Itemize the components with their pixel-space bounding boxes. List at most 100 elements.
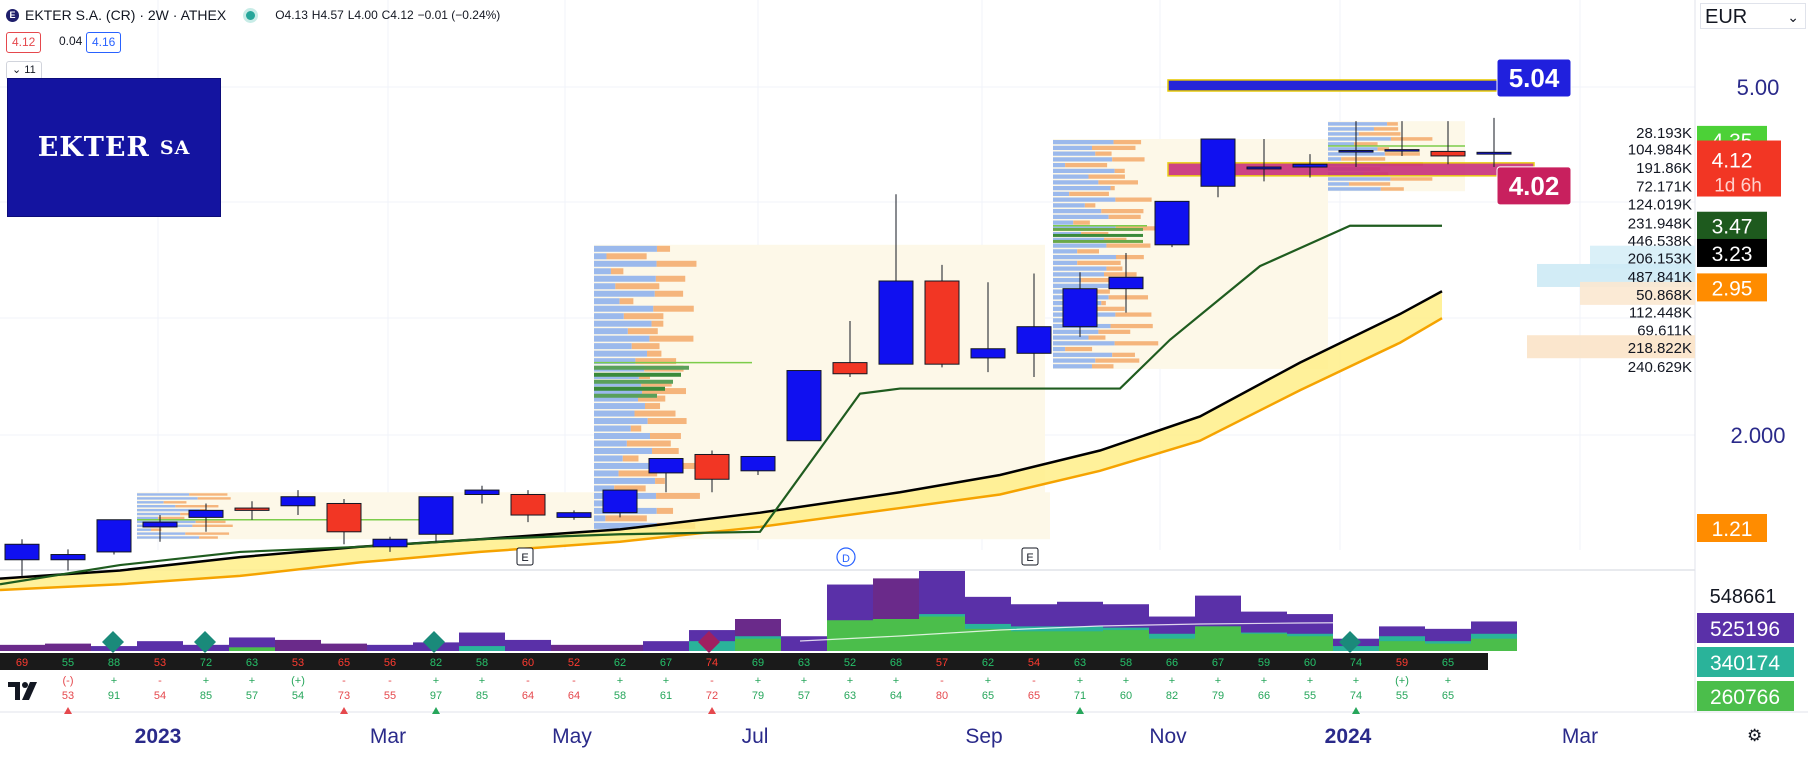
volume-axis-tag-text: 260766 xyxy=(1710,686,1780,709)
volume-profile-bar xyxy=(634,410,676,417)
volume-profile-label: 231.948K xyxy=(1628,215,1692,232)
volume-profile-bar xyxy=(594,290,655,297)
symbol-title[interactable]: EKTER S.A. (CR) · 2W · ATHEX xyxy=(25,7,227,23)
indicators-toggle-button[interactable]: ⌄ 11 xyxy=(6,61,42,80)
volume-bar-segment xyxy=(1103,630,1149,651)
volume-profile-bar xyxy=(618,470,658,477)
volume-profile-bar xyxy=(1053,191,1070,196)
volume-profile-bar xyxy=(197,497,231,500)
volume-profile-bar xyxy=(1537,263,1695,287)
volume-bar-segment xyxy=(1425,643,1471,651)
candle-body xyxy=(1108,276,1144,290)
market-status-icon[interactable] xyxy=(246,10,256,20)
volume-profile-bar xyxy=(137,516,158,520)
volume-profile-label: 50.868K xyxy=(1636,287,1692,304)
trend-line-green xyxy=(0,224,1442,586)
indicator-value: 80 xyxy=(936,690,948,702)
volume-profile-bar xyxy=(1108,295,1149,300)
indicator-value: 63 xyxy=(798,657,810,669)
ohlc-open: O4.13 xyxy=(275,8,308,22)
indicator-value: 52 xyxy=(844,657,856,669)
volume-profile-bar xyxy=(1527,335,1695,359)
signal-diamond-icon xyxy=(698,631,720,653)
volume-profile-bar xyxy=(1098,329,1131,334)
resistance-zone-box xyxy=(1167,79,1535,92)
indicator-value: 85 xyxy=(200,690,212,702)
indicator-value: 64 xyxy=(522,690,534,702)
volume-profile-bar xyxy=(594,245,657,252)
earnings-marker-text: E xyxy=(521,552,528,564)
indicator-sign: - xyxy=(526,675,530,687)
candle-body xyxy=(1154,200,1190,246)
volume-profile-bar xyxy=(594,455,623,462)
volume-profile-bar xyxy=(1341,157,1386,161)
volume-profile-bar xyxy=(647,418,687,425)
poc-highlight-bar xyxy=(1053,233,1143,237)
volume-profile-bar xyxy=(1091,145,1136,151)
time-axis-label: Mar xyxy=(1562,725,1598,748)
volume-profile-bar xyxy=(594,343,632,350)
volume-profile-bar xyxy=(630,425,642,432)
candle-body xyxy=(694,453,730,480)
spread-value: 0.04 xyxy=(59,34,83,48)
time-axis-label: Sep xyxy=(965,725,1002,748)
volume-profile-bar xyxy=(1053,266,1107,271)
volume-profile-bar xyxy=(1053,318,1070,323)
volume-profile-bar xyxy=(606,253,647,260)
ask-price[interactable]: 4.16 xyxy=(86,32,122,53)
volume-profile-bar xyxy=(137,528,151,531)
bid-price[interactable]: 4.12 xyxy=(6,32,42,53)
volume-bar xyxy=(597,644,643,651)
volume-profile-bar xyxy=(1053,329,1099,334)
candle-body xyxy=(1062,288,1098,328)
volume-profile-bar xyxy=(627,328,658,335)
indicator-value: 97 xyxy=(430,690,442,702)
volume-bar xyxy=(321,643,367,651)
indicator-value: 69 xyxy=(752,657,764,669)
indicator-value: 60 xyxy=(1120,690,1132,702)
price-axis-label: 5.00 xyxy=(1737,75,1780,100)
volume-profile-bar xyxy=(594,477,656,484)
price-tag-text: 3.23 xyxy=(1712,243,1753,266)
volume-profile-bar xyxy=(1053,203,1085,208)
candle-body xyxy=(924,280,960,365)
currency-select[interactable]: EUR ⌄ xyxy=(1700,3,1806,29)
countdown-text: 1d 6h xyxy=(1714,176,1762,197)
candle-body xyxy=(96,519,132,553)
volume-profile-label: 206.153K xyxy=(1628,251,1692,268)
volume-profile-label: 28.193K xyxy=(1636,125,1692,142)
volume-profile-bar xyxy=(594,253,607,260)
gear-icon[interactable]: ⚙ xyxy=(1747,726,1763,745)
time-axis-label: 2023 xyxy=(135,725,182,748)
indicator-value: 54 xyxy=(292,690,304,702)
candle-body xyxy=(1476,151,1512,155)
volume-bar-segment xyxy=(1471,638,1517,651)
candle-body xyxy=(1246,166,1282,170)
volume-profile-bar xyxy=(1114,341,1159,346)
volume-profile-label: 218.822K xyxy=(1628,340,1692,357)
volume-profile-bar xyxy=(605,515,647,522)
volume-profile-bar xyxy=(594,418,648,425)
indicator-sign: + xyxy=(847,675,853,687)
indicator-sign: - xyxy=(1032,675,1036,687)
tradingview-logo-icon[interactable] xyxy=(8,680,42,702)
indicator-sign: + xyxy=(1353,675,1359,687)
indicator-value: 55 xyxy=(62,657,74,669)
volume-profile-bar xyxy=(1104,272,1137,277)
candle-body xyxy=(1292,163,1328,168)
volume-profile-bar xyxy=(623,313,664,320)
volume-profile-bar xyxy=(647,350,662,357)
price-tag xyxy=(1697,273,1767,302)
indicator-value: 63 xyxy=(1074,657,1086,669)
poc-highlight-bar xyxy=(594,379,673,384)
volume-profile-bar xyxy=(1053,168,1115,174)
candle-body xyxy=(1430,150,1466,157)
volume-profile-bar xyxy=(638,395,666,402)
symbol-header[interactable]: E EKTER S.A. (CR) · 2W · ATHEX O4.13 H4.… xyxy=(6,5,500,25)
candle-body xyxy=(740,455,776,472)
volume-profile-bar xyxy=(1053,283,1116,288)
volume-profile-label: 191.86K xyxy=(1636,160,1692,177)
volume-profile-bar xyxy=(1098,180,1138,185)
volume-profile-bar xyxy=(649,335,694,342)
